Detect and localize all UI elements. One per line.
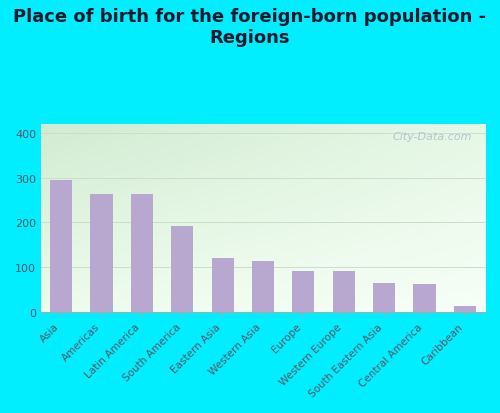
Text: City-Data.com: City-Data.com bbox=[392, 132, 471, 142]
Bar bbox=[252, 262, 274, 312]
Bar bbox=[212, 259, 234, 312]
Bar bbox=[373, 283, 395, 312]
Bar bbox=[90, 195, 112, 312]
Bar bbox=[414, 285, 436, 312]
Text: Place of birth for the foreign-born population -
Regions: Place of birth for the foreign-born popu… bbox=[14, 8, 486, 47]
Bar bbox=[292, 271, 314, 312]
Bar bbox=[171, 226, 194, 312]
Bar bbox=[131, 194, 153, 312]
Bar bbox=[332, 271, 355, 312]
Bar bbox=[454, 306, 476, 312]
Bar bbox=[50, 181, 72, 312]
